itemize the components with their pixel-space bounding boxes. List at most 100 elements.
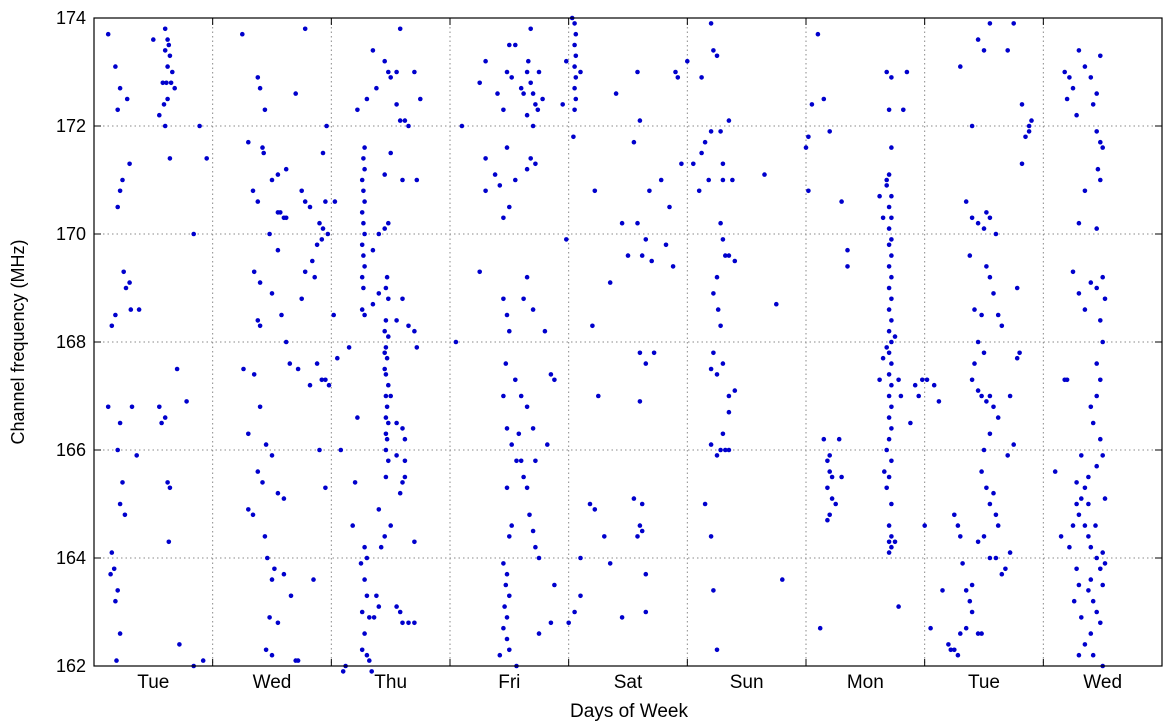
- data-point: [889, 274, 894, 280]
- data-point: [1094, 393, 1099, 399]
- data-point: [162, 123, 168, 129]
- data-point: [884, 183, 889, 188]
- data-point: [886, 264, 892, 269]
- data-point: [889, 145, 894, 150]
- data-point: [1098, 566, 1103, 572]
- data-point: [501, 296, 506, 302]
- data-point: [1052, 469, 1058, 474]
- data-point: [386, 220, 391, 226]
- data-point: [1076, 291, 1082, 296]
- data-point: [332, 199, 338, 204]
- data-point: [1095, 166, 1101, 172]
- data-point: [884, 69, 889, 75]
- ticks-layer: 162 164 166 168 170 172 174 Tue Wed Thu Fri Sat Sun M…: [56, 8, 1162, 693]
- data-point: [969, 123, 975, 129]
- data-point: [362, 577, 367, 582]
- data-point: [1019, 102, 1025, 107]
- data-point: [397, 118, 403, 123]
- data-point: [884, 177, 889, 183]
- data-point: [635, 220, 640, 226]
- data-point: [295, 366, 301, 372]
- data-point: [397, 26, 403, 32]
- data-point: [889, 534, 894, 539]
- data-point: [483, 156, 488, 161]
- data-point: [1094, 463, 1099, 469]
- data-point: [418, 96, 423, 102]
- data-point: [361, 220, 366, 226]
- data-point: [370, 247, 376, 253]
- data-point: [1007, 393, 1013, 399]
- data-point: [275, 247, 281, 253]
- data-point: [981, 48, 987, 53]
- data-point: [530, 123, 536, 129]
- data-point: [501, 107, 506, 113]
- data-point: [714, 372, 720, 377]
- data-point: [999, 571, 1005, 577]
- data-point: [283, 339, 289, 345]
- data-point: [711, 350, 716, 356]
- data-point: [536, 69, 542, 75]
- data-point: [255, 199, 261, 204]
- data-point: [1102, 496, 1108, 501]
- data-point: [267, 231, 272, 237]
- data-point: [889, 382, 894, 388]
- data-point: [120, 177, 125, 183]
- data-point: [587, 501, 593, 507]
- data-point: [382, 366, 388, 372]
- data-point: [526, 58, 531, 64]
- data-point: [527, 512, 532, 518]
- data-point: [355, 107, 360, 113]
- data-point: [631, 139, 637, 145]
- data-point: [829, 496, 835, 501]
- data-point: [718, 129, 723, 134]
- data-point: [382, 226, 388, 231]
- data-point: [711, 291, 716, 296]
- data-point: [572, 42, 577, 48]
- data-point: [402, 458, 408, 464]
- data-point: [1090, 420, 1096, 426]
- data-point: [806, 188, 811, 194]
- data-point: [718, 323, 723, 329]
- data-point: [1029, 118, 1034, 123]
- data-point: [359, 177, 365, 183]
- data-point: [257, 404, 263, 410]
- data-point: [572, 21, 577, 26]
- data-point: [1011, 21, 1016, 26]
- data-point: [412, 620, 417, 626]
- data-point: [127, 161, 132, 167]
- data-point: [975, 37, 981, 42]
- data-point: [302, 269, 308, 275]
- data-point: [573, 53, 579, 59]
- data-point: [383, 431, 389, 437]
- data-point: [250, 512, 256, 518]
- data-point: [886, 242, 892, 248]
- data-point: [720, 361, 726, 366]
- data-point: [578, 69, 583, 75]
- data-point: [383, 393, 389, 399]
- data-point: [639, 501, 645, 507]
- data-point: [275, 490, 281, 496]
- data-point: [358, 561, 364, 566]
- data-point: [376, 604, 382, 609]
- data-point: [362, 166, 367, 172]
- data-point: [1098, 377, 1103, 383]
- data-point: [302, 199, 308, 204]
- data-point: [1082, 64, 1088, 69]
- data-point: [999, 323, 1005, 329]
- data-point: [946, 642, 951, 647]
- data-point: [706, 177, 711, 183]
- data-point: [877, 377, 882, 383]
- data-point: [979, 631, 984, 636]
- data-point: [635, 534, 640, 539]
- data-point: [720, 237, 726, 242]
- data-point: [312, 274, 318, 280]
- data-point: [987, 555, 993, 561]
- data-point: [269, 453, 275, 458]
- data-point: [361, 156, 366, 161]
- data-point: [1005, 453, 1010, 458]
- data-point: [884, 485, 889, 491]
- data-point: [886, 204, 892, 210]
- data-point: [643, 571, 649, 577]
- data-point: [723, 253, 728, 258]
- data-point: [963, 625, 969, 631]
